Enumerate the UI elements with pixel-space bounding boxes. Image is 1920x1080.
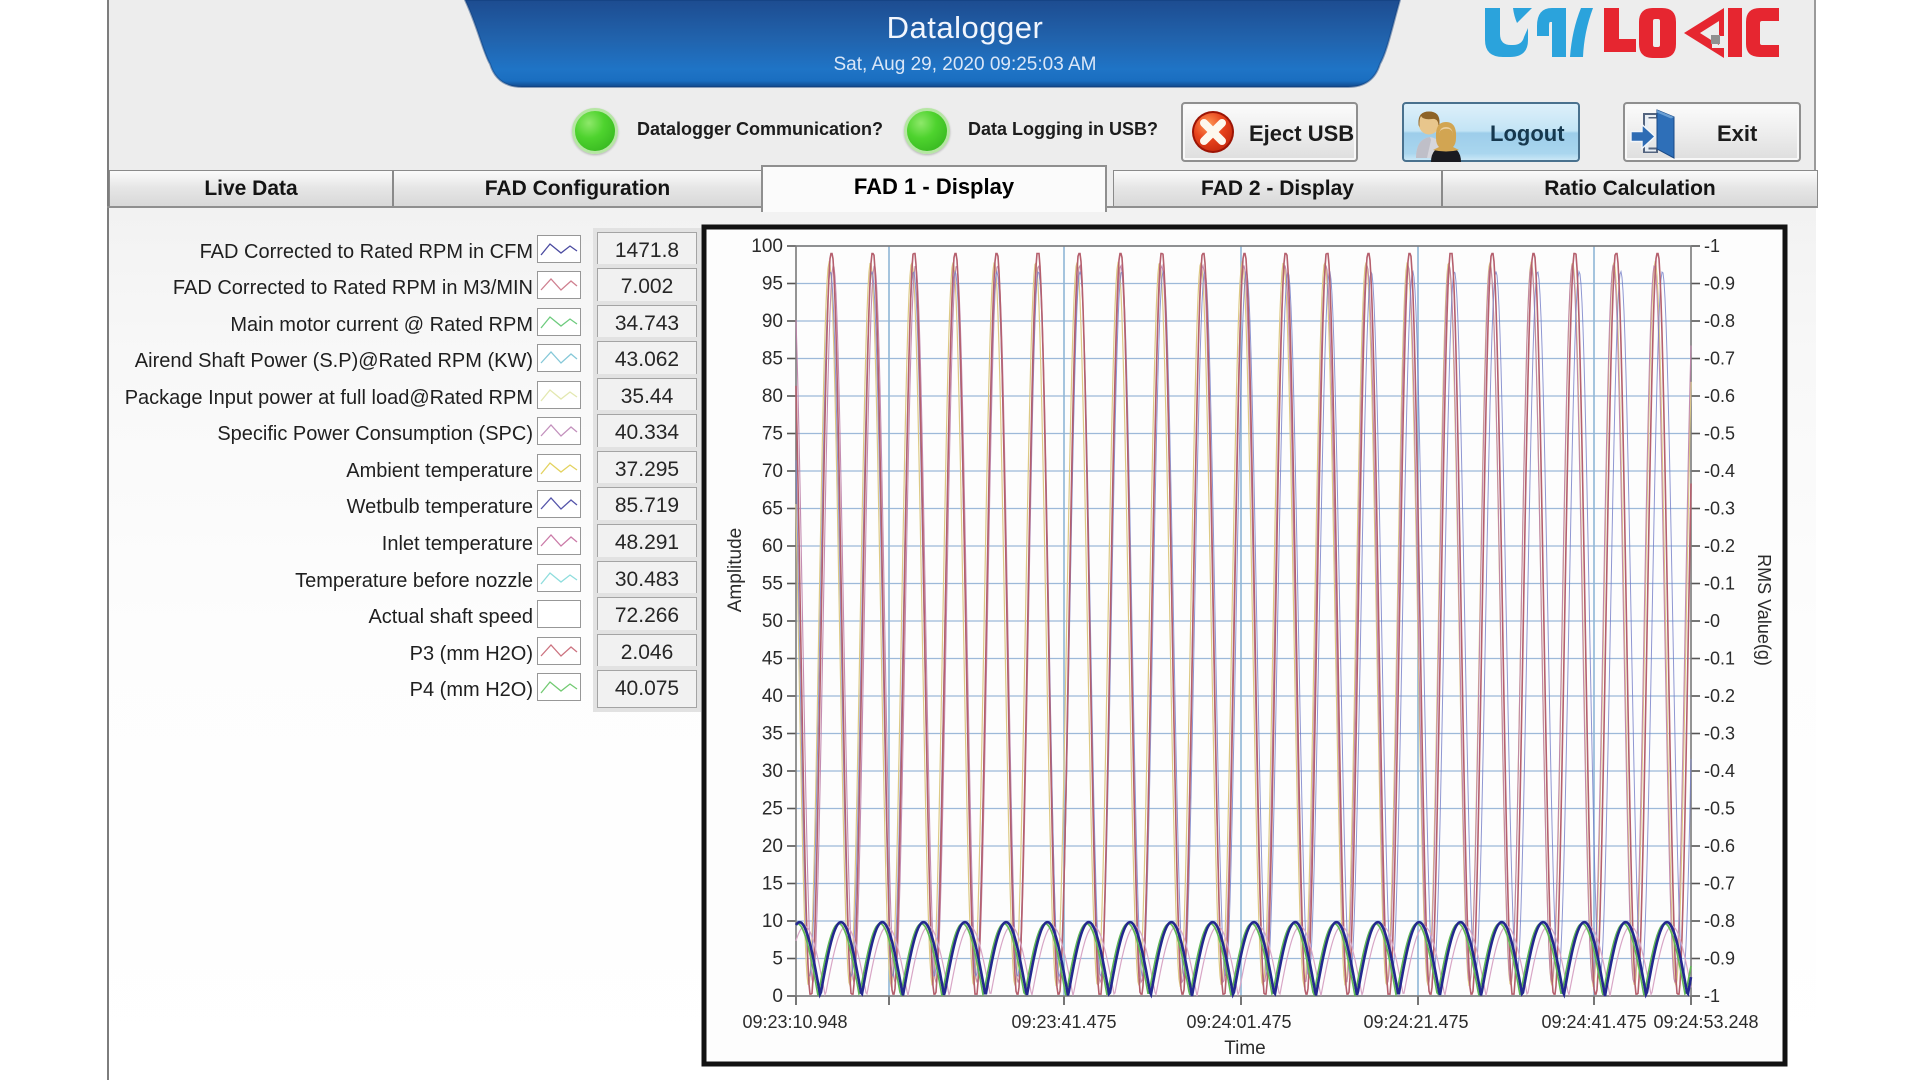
svg-text:-0.6: -0.6 — [1704, 836, 1735, 856]
svg-text:-0.4: -0.4 — [1704, 761, 1735, 781]
svg-text:-0.5: -0.5 — [1704, 424, 1735, 444]
svg-text:10: 10 — [762, 911, 783, 932]
svg-text:09:24:41.475: 09:24:41.475 — [1541, 1012, 1646, 1032]
svg-text:09:24:01.475: 09:24:01.475 — [1186, 1012, 1291, 1032]
svg-text:-1: -1 — [1704, 236, 1720, 256]
svg-text:65: 65 — [762, 499, 783, 520]
svg-text:09:24:53.248: 09:24:53.248 — [1653, 1012, 1758, 1032]
svg-text:-0.7: -0.7 — [1704, 874, 1735, 894]
svg-text:35: 35 — [762, 724, 783, 745]
svg-text:60: 60 — [762, 536, 783, 557]
svg-text:-0: -0 — [1704, 611, 1720, 631]
svg-text:70: 70 — [762, 461, 783, 482]
svg-text:95: 95 — [762, 274, 783, 295]
svg-text:RMS Value(g): RMS Value(g) — [1754, 554, 1774, 666]
svg-text:Amplitude: Amplitude — [725, 528, 746, 613]
svg-text:0: 0 — [772, 986, 783, 1007]
svg-text:85: 85 — [762, 349, 783, 370]
svg-text:100: 100 — [751, 236, 783, 257]
svg-text:-1: -1 — [1704, 986, 1720, 1006]
svg-text:-0.5: -0.5 — [1704, 799, 1735, 819]
svg-text:5: 5 — [772, 949, 783, 970]
svg-text:-0.9: -0.9 — [1704, 949, 1735, 969]
svg-text:-0.8: -0.8 — [1704, 911, 1735, 931]
svg-text:-0.7: -0.7 — [1704, 349, 1735, 369]
svg-text:-0.2: -0.2 — [1704, 536, 1735, 556]
svg-text:55: 55 — [762, 574, 783, 595]
svg-text:Time: Time — [1224, 1038, 1266, 1059]
svg-text:-0.8: -0.8 — [1704, 311, 1735, 331]
svg-text:09:24:21.475: 09:24:21.475 — [1363, 1012, 1468, 1032]
svg-text:-0.9: -0.9 — [1704, 274, 1735, 294]
svg-text:-0.1: -0.1 — [1704, 574, 1735, 594]
svg-text:40: 40 — [762, 686, 783, 707]
svg-text:-0.1: -0.1 — [1704, 649, 1735, 669]
svg-text:20: 20 — [762, 836, 783, 857]
svg-text:80: 80 — [762, 386, 783, 407]
svg-text:30: 30 — [762, 761, 783, 782]
svg-text:09:23:10.948: 09:23:10.948 — [742, 1012, 847, 1032]
svg-text:45: 45 — [762, 649, 783, 670]
svg-text:25: 25 — [762, 799, 783, 820]
svg-text:-0.3: -0.3 — [1704, 499, 1735, 519]
svg-text:-0.3: -0.3 — [1704, 724, 1735, 744]
svg-text:75: 75 — [762, 424, 783, 445]
svg-text:-0.6: -0.6 — [1704, 386, 1735, 406]
svg-text:-0.4: -0.4 — [1704, 461, 1735, 481]
svg-text:09:23:41.475: 09:23:41.475 — [1011, 1012, 1116, 1032]
svg-text:50: 50 — [762, 611, 783, 632]
svg-text:-0.2: -0.2 — [1704, 686, 1735, 706]
svg-text:90: 90 — [762, 311, 783, 332]
svg-text:15: 15 — [762, 874, 783, 895]
